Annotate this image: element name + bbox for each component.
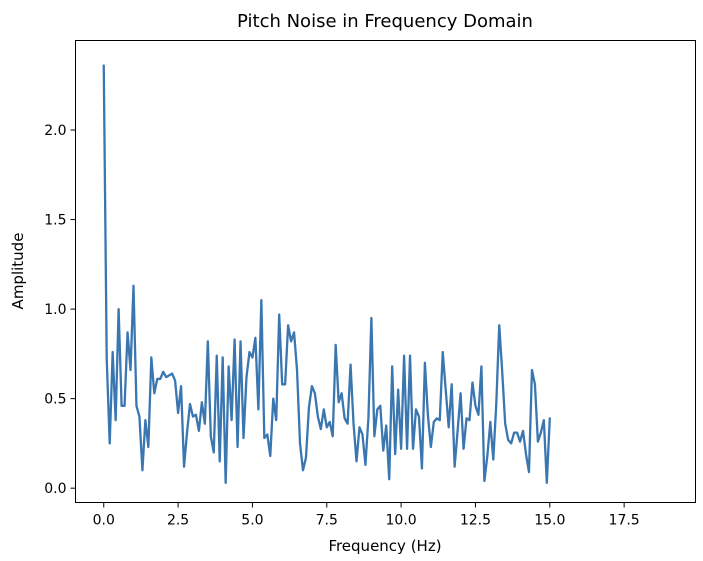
x-tick-label: 12.5 [460,513,491,529]
y-axis-label: Amplitude [9,233,27,310]
x-tick-label: 10.0 [386,513,417,529]
y-tick-label: 0.5 [44,392,66,408]
y-tick-label: 1.0 [44,302,66,318]
x-tick-label: 7.5 [316,513,338,529]
x-tick-label: 15.0 [534,513,565,529]
x-axis: 0.0 2.5 5.0 7.5 10.0 12.5 15.0 17.5 [93,502,640,529]
x-tick-label: 5.0 [241,513,263,529]
y-axis: 0.0 0.5 1.0 1.5 2.0 [44,123,76,497]
chart-title: Pitch Noise in Frequency Domain [237,11,533,32]
x-tick-label: 0.0 [93,513,115,529]
series-line [102,64,551,484]
y-tick-label: 0.0 [44,481,66,497]
plot-frame [75,40,696,503]
y-tick-label: 1.5 [44,213,66,229]
x-axis-label: Frequency (Hz) [328,537,441,555]
x-tick-label: 17.5 [609,513,640,529]
x-tick-label: 2.5 [167,513,189,529]
y-tick-label: 2.0 [44,123,66,139]
plot-area [75,40,696,503]
